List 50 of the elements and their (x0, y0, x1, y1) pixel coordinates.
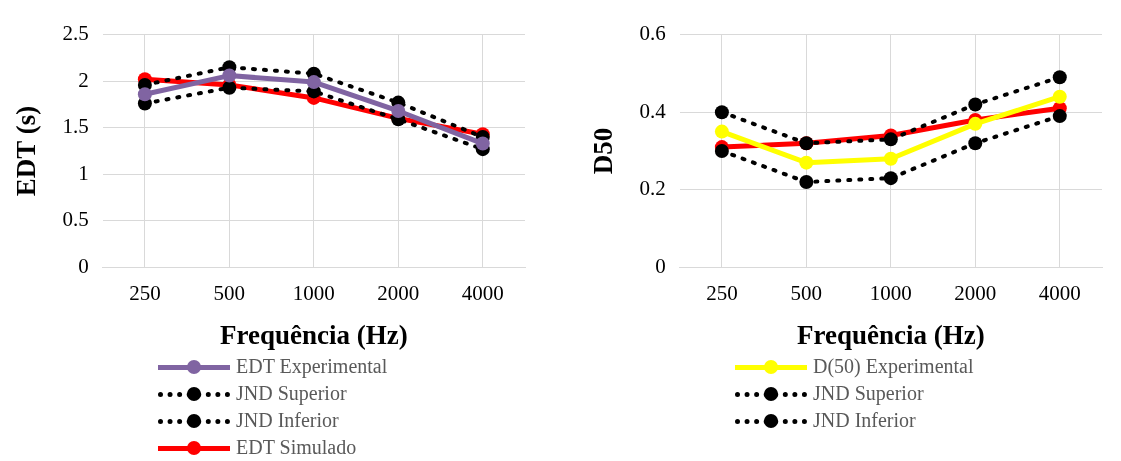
point (1052, 70, 1067, 85)
y-tick-label: 0.2 (639, 176, 666, 201)
x-tick-label: 2000 (954, 280, 997, 305)
point (714, 124, 729, 139)
legend-label: EDT Simulado (236, 435, 357, 460)
y-tick-label: 0.5 (62, 207, 89, 232)
y-axis-title: EDT (s) (11, 105, 42, 197)
point (306, 75, 321, 90)
x-tick-label: 1000 (869, 280, 912, 305)
point (799, 175, 814, 190)
point (883, 151, 898, 166)
point (714, 144, 729, 158)
y-tick-label: 1.5 (62, 114, 89, 139)
y-tick-label: 0.6 (639, 21, 666, 46)
y-tick-label: 0 (78, 253, 89, 278)
y-tick-label: 2.5 (62, 21, 89, 46)
y-axis-title: D50 (588, 127, 619, 175)
x-tick-label: 500 (213, 280, 246, 305)
point (968, 116, 983, 131)
point (475, 136, 490, 151)
legend-label: JND Superior (236, 381, 347, 407)
y-tick-label: 0.4 (639, 98, 667, 123)
point (1052, 109, 1067, 124)
x-axis-title: Frequência (Hz) (219, 319, 408, 350)
point (137, 87, 152, 102)
x-tick-label: 4000 (1038, 280, 1081, 305)
x-tick-label: 250 (706, 280, 738, 305)
point (799, 155, 814, 170)
point (714, 105, 729, 120)
point (883, 132, 898, 147)
y-tick-label: 2 (78, 67, 89, 92)
point (968, 136, 983, 151)
x-tick-label: 250 (129, 280, 161, 305)
legend-label: JND Inferior (236, 408, 339, 433)
x-tick-label: 4000 (461, 280, 504, 305)
point (968, 97, 983, 112)
legend-label: JND Inferior (813, 408, 916, 433)
y-tick-label: 0 (655, 253, 666, 278)
point (883, 171, 898, 186)
legend-label: JND Superior (813, 381, 924, 407)
x-tick-label: 2000 (377, 280, 420, 305)
x-tick-label: 1000 (292, 280, 335, 305)
point (391, 103, 406, 118)
legend-label: D(50) Experimental (813, 354, 974, 380)
point (1052, 89, 1067, 104)
point (222, 68, 237, 83)
y-tick-label: 1 (78, 160, 89, 185)
legend-label: EDT Experimental (236, 354, 388, 380)
x-axis-title: Frequência (Hz) (796, 319, 985, 350)
x-tick-label: 500 (790, 280, 823, 305)
